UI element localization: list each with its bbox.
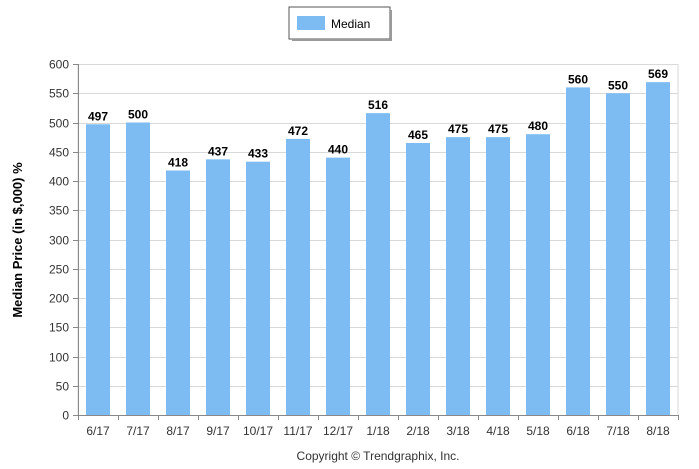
legend: Median xyxy=(288,6,392,41)
copyright-text: Copyright © Trendgraphix, Inc. xyxy=(297,449,460,463)
x-tick-label: 6/17 xyxy=(86,424,110,438)
x-tick-label: 1/18 xyxy=(366,424,390,438)
y-tick-label: 150 xyxy=(49,321,69,335)
legend-swatch xyxy=(297,16,325,30)
data-label: 550 xyxy=(608,78,628,92)
bar-12-17 xyxy=(326,157,350,415)
x-tick-label: 9/17 xyxy=(206,424,230,438)
bar-7-18 xyxy=(606,93,630,415)
bar-10-17 xyxy=(246,161,270,415)
legend-label: Median xyxy=(331,17,370,31)
x-tick-label: 8/18 xyxy=(646,424,670,438)
legend-shadow xyxy=(390,10,392,41)
y-tick-label: 400 xyxy=(49,175,69,189)
bar-5-18 xyxy=(526,134,550,415)
y-tick-label: 550 xyxy=(49,87,69,101)
data-label: 437 xyxy=(208,144,228,158)
bar-6-18 xyxy=(566,87,590,416)
bars xyxy=(86,82,670,416)
data-label: 472 xyxy=(288,124,308,138)
data-label: 569 xyxy=(648,67,668,81)
data-label: 475 xyxy=(448,122,468,136)
bar-4-18 xyxy=(486,137,510,415)
y-tick-label: 250 xyxy=(49,263,69,277)
y-tick-label: 50 xyxy=(56,380,70,394)
x-tick-label: 5/18 xyxy=(526,424,550,438)
legend-shadow-bottom xyxy=(292,39,392,41)
x-tick-label: 12/17 xyxy=(323,424,353,438)
bar-11-17 xyxy=(286,138,310,415)
x-tick-label: 8/17 xyxy=(166,424,190,438)
bar-7-17 xyxy=(126,122,150,415)
x-tick-label: 2/18 xyxy=(406,424,430,438)
axes: 0 50 100 150 200 250 300 350 400 450 500 550 600 6/17… xyxy=(49,58,679,438)
data-label: 475 xyxy=(488,122,508,136)
data-labels: 497 500 418 437 433 472 440 516 465 475 475 480 560 5… xyxy=(88,67,668,169)
bar-8-18 xyxy=(646,82,670,415)
data-label: 433 xyxy=(248,147,268,161)
x-tick-label: 11/17 xyxy=(283,424,312,438)
data-label: 516 xyxy=(368,98,388,112)
x-tick-label: 10/17 xyxy=(243,424,273,438)
y-tick-label: 500 xyxy=(49,117,69,131)
y-tick-label: 300 xyxy=(49,234,69,248)
y-axis-title: Median Price (in $,000) % xyxy=(10,162,25,318)
data-label: 560 xyxy=(568,72,588,86)
bar-1-18 xyxy=(366,113,390,415)
bar-6-17 xyxy=(86,124,110,415)
y-tick-label: 450 xyxy=(49,146,69,160)
x-tick-label: 6/18 xyxy=(566,424,590,438)
x-tick-label: 4/18 xyxy=(486,424,510,438)
data-label: 480 xyxy=(528,119,548,133)
data-label: 465 xyxy=(408,128,428,142)
bar-3-18 xyxy=(446,137,470,415)
x-tick-label: 3/18 xyxy=(446,424,470,438)
x-tick-label: 7/17 xyxy=(126,424,150,438)
bar-8-17 xyxy=(166,170,190,415)
x-tick-label: 7/18 xyxy=(606,424,630,438)
data-label: 500 xyxy=(128,108,148,122)
data-label: 418 xyxy=(168,155,188,169)
data-label: 440 xyxy=(328,143,348,157)
y-tick-label: 100 xyxy=(49,351,69,365)
y-tick-label: 350 xyxy=(49,204,69,218)
y-tick-label: 0 xyxy=(62,409,69,423)
y-tick-label: 200 xyxy=(49,292,69,306)
bar-9-17 xyxy=(206,159,230,415)
y-tick-label: 600 xyxy=(49,58,69,72)
bar-2-18 xyxy=(406,142,430,415)
data-label: 497 xyxy=(88,109,108,123)
